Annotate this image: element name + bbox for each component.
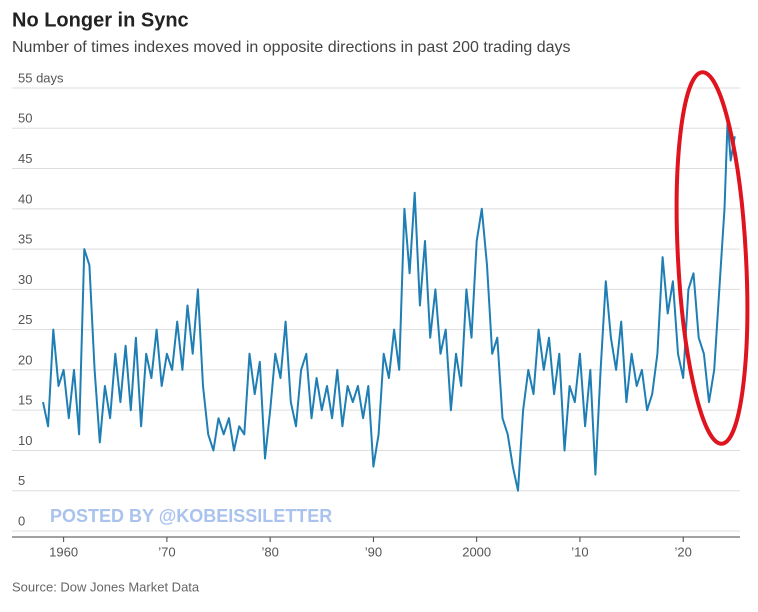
y-tick-label: 40	[18, 191, 32, 206]
series-line	[42, 119, 736, 492]
x-tick-label: ’20	[675, 544, 692, 559]
plot-area: 0 5 10 15 20 25 30 35 40 45 50 55 days 1960 ’70 ’80 ’90…	[12, 70, 740, 559]
x-tick-label: ’10	[571, 544, 588, 559]
chart-subtitle: Number of times indexes moved in opposit…	[12, 39, 571, 56]
y-tick-label: 25	[18, 312, 32, 327]
x-tick-label: ’70	[158, 544, 175, 559]
y-tick-label: 10	[18, 433, 32, 448]
watermark: POSTED BY @KOBEISSILETTER	[50, 506, 332, 526]
y-tick-label: 45	[18, 151, 32, 166]
y-tick-label: 55 days	[18, 70, 64, 85]
y-tick-label: 35	[18, 232, 32, 247]
x-tick-label: 2000	[462, 544, 491, 559]
chart-title: No Longer in Sync	[12, 9, 189, 31]
y-tick-label: 15	[18, 393, 32, 408]
highlight-ellipse	[674, 70, 750, 446]
y-tick-label: 20	[18, 352, 32, 367]
source: Source: Dow Jones Market Data	[12, 579, 200, 594]
x-tick-label: ’80	[261, 544, 278, 559]
y-tick-label: 50	[18, 111, 32, 126]
y-tick-label: 5	[18, 473, 25, 488]
y-tick-label: 30	[18, 272, 32, 287]
x-tick-label: ’90	[365, 544, 382, 559]
y-tick-label: 0	[18, 513, 25, 528]
x-tick-label: 1960	[49, 544, 78, 559]
